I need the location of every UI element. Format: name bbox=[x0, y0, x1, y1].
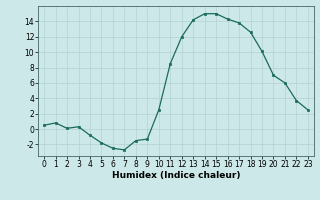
X-axis label: Humidex (Indice chaleur): Humidex (Indice chaleur) bbox=[112, 171, 240, 180]
